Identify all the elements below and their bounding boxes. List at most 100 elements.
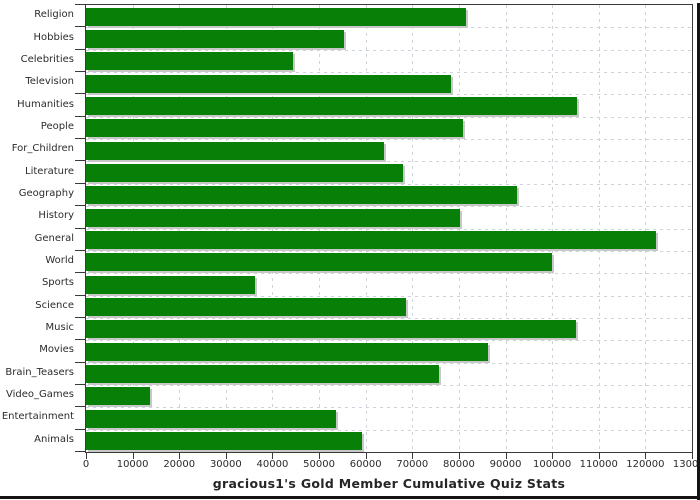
h-gridline — [86, 250, 692, 252]
x-tick-mark — [365, 453, 367, 459]
y-label-television: Television — [25, 76, 74, 88]
bar-music — [86, 320, 577, 339]
y-label-video_games: Video_Games — [6, 389, 74, 401]
y-tick-mark — [75, 182, 85, 184]
y-label-brain_teasers: Brain_Teasers — [5, 366, 74, 378]
y-tick-mark — [75, 115, 85, 117]
y-tick-mark — [75, 160, 85, 162]
y-label-people: People — [40, 120, 74, 132]
x-tick-mark — [272, 453, 274, 459]
x-tick-label: 120000 — [626, 459, 665, 470]
h-gridline — [86, 273, 692, 275]
y-tick-mark — [75, 451, 85, 452]
x-tick-label: 20000 — [163, 459, 196, 470]
y-label-world: World — [45, 255, 74, 267]
y-tick-mark — [75, 383, 85, 385]
x-tick-label: 10000 — [116, 459, 149, 470]
x-tick-mark — [412, 453, 414, 459]
y-label-literature: Literature — [25, 165, 74, 177]
bar-geography — [86, 186, 518, 205]
h-gridline — [86, 340, 692, 342]
y-label-history: History — [38, 210, 74, 222]
y-tick-mark — [75, 428, 85, 430]
h-gridline — [86, 429, 692, 431]
bar-general — [86, 231, 657, 249]
y-label-movies: Movies — [39, 344, 74, 356]
x-tick-mark — [458, 453, 460, 459]
bar-humanities — [86, 96, 578, 115]
h-gridline — [86, 27, 692, 29]
y-tick-mark — [75, 294, 85, 296]
h-gridline — [86, 384, 692, 386]
x-tick-mark — [86, 453, 87, 459]
h-gridline — [86, 139, 692, 141]
y-label-for_children: For_Children — [11, 143, 74, 155]
y-tick-mark — [75, 339, 85, 341]
bar-literature — [86, 163, 403, 182]
bar-video_games — [86, 387, 151, 406]
frame-border-right — [697, 3, 700, 500]
x-tick-mark — [179, 453, 181, 459]
y-tick-mark — [75, 48, 85, 50]
bar-animals — [86, 432, 363, 451]
y-label-science: Science — [35, 299, 74, 311]
plot-area — [85, 4, 693, 453]
h-gridline — [86, 94, 692, 96]
x-tick-mark — [552, 453, 554, 459]
bar-television — [86, 74, 451, 93]
x-tick-label: 60000 — [349, 459, 382, 470]
y-tick-mark — [75, 406, 85, 408]
y-tick-mark — [75, 249, 85, 251]
x-tick-label: 110000 — [579, 459, 618, 470]
bar-entertainment — [86, 409, 337, 428]
bar-people — [86, 119, 463, 138]
y-tick-mark — [75, 205, 85, 207]
bar-sports — [86, 275, 256, 294]
x-tick-label: 40000 — [256, 459, 289, 470]
bar-science — [86, 298, 406, 317]
h-gridline — [86, 72, 692, 74]
x-tick-label: 100000 — [533, 459, 572, 470]
y-tick-mark — [75, 361, 85, 363]
chart-title: gracious1's Gold Member Cumulative Quiz … — [212, 476, 566, 491]
x-tick-label: 70000 — [396, 459, 429, 470]
h-gridline — [86, 206, 692, 208]
y-tick-mark — [75, 93, 85, 95]
h-gridline — [86, 362, 692, 364]
x-tick-mark — [645, 453, 647, 459]
frame-border-bottom — [0, 496, 700, 499]
h-gridline — [86, 295, 692, 297]
bar-for_children — [86, 141, 384, 160]
x-tick-label: 30000 — [209, 459, 242, 470]
h-gridline — [86, 407, 692, 409]
x-tick-label: 90000 — [489, 459, 522, 470]
y-tick-mark — [75, 71, 85, 73]
y-tick-mark — [75, 227, 85, 229]
y-label-entertainment: Entertainment — [1, 411, 74, 423]
x-tick-label: 130000 — [672, 459, 700, 470]
x-tick-mark — [505, 453, 507, 459]
h-gridline — [86, 183, 692, 185]
h-gridline — [86, 228, 692, 230]
bar-world — [86, 253, 552, 272]
x-tick-mark — [225, 453, 227, 459]
bar-history — [86, 208, 461, 227]
bar-hobbies — [86, 29, 345, 48]
x-tick-mark — [692, 453, 693, 459]
y-tick-mark — [75, 138, 85, 140]
y-label-animals: Animals — [34, 433, 74, 445]
bar-religion — [86, 7, 467, 26]
y-label-sports: Sports — [41, 277, 74, 289]
y-tick-mark — [75, 26, 85, 28]
y-label-celebrities: Celebrities — [20, 53, 74, 65]
y-label-hobbies: Hobbies — [33, 31, 74, 43]
h-gridline — [86, 116, 692, 118]
bar-movies — [86, 342, 488, 361]
y-label-music: Music — [45, 322, 74, 334]
x-tick-label: 50000 — [303, 459, 335, 470]
x-tick-mark — [319, 453, 321, 459]
y-label-general: General — [34, 232, 74, 244]
h-gridline — [86, 317, 692, 319]
y-tick-mark — [75, 272, 85, 274]
